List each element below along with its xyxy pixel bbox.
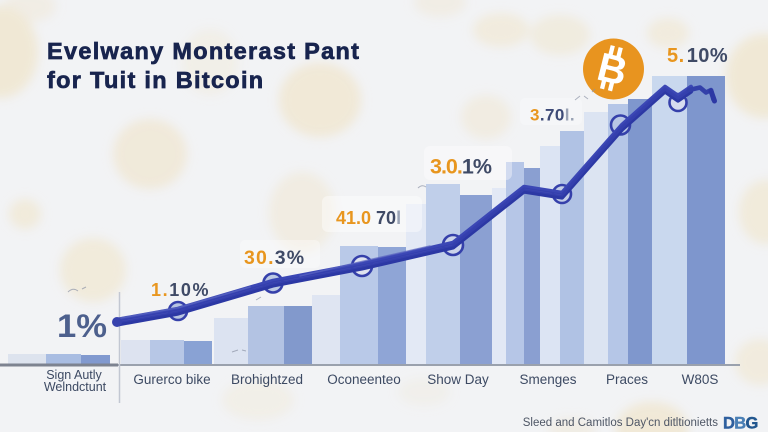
svg-text:Evelwany Monterast Pant: Evelwany Monterast Pant bbox=[47, 38, 360, 64]
svg-text:30.3%: 30.3% bbox=[244, 247, 305, 269]
svg-text:Gurerco bike: Gurerco bike bbox=[133, 372, 210, 387]
svg-text:1%: 1% bbox=[57, 308, 107, 344]
svg-text:5.10%: 5. 10% bbox=[667, 45, 728, 67]
svg-text:Sign Autly: Sign Autly bbox=[46, 368, 102, 382]
svg-text:Oconeenteo: Oconeenteo bbox=[327, 372, 401, 387]
svg-text:3.0.1%: 3.0.1% bbox=[430, 155, 492, 179]
svg-text:3.70l.: 3.70l. bbox=[530, 106, 575, 125]
svg-text:DBG: DBG bbox=[723, 415, 758, 433]
svg-text:Sleed and Camitlos Day'cn ditl: Sleed and Camitlos Day'cn ditltionietts bbox=[523, 417, 718, 429]
svg-text:Smenges: Smenges bbox=[519, 372, 576, 387]
svg-text:1.10%: 1.10% bbox=[151, 280, 210, 300]
svg-text:41.0 70l: 41.0 70l bbox=[336, 208, 401, 228]
svg-text:W80S: W80S bbox=[682, 372, 719, 387]
svg-text:Praces: Praces bbox=[606, 372, 648, 387]
svg-text:for Tuit in Bitcoin: for Tuit in Bitcoin bbox=[47, 67, 264, 93]
svg-text:Welndctunt: Welndctunt bbox=[44, 380, 107, 394]
svg-text:Brohightzed: Brohightzed bbox=[231, 372, 303, 387]
svg-text:Show Day: Show Day bbox=[427, 372, 489, 387]
